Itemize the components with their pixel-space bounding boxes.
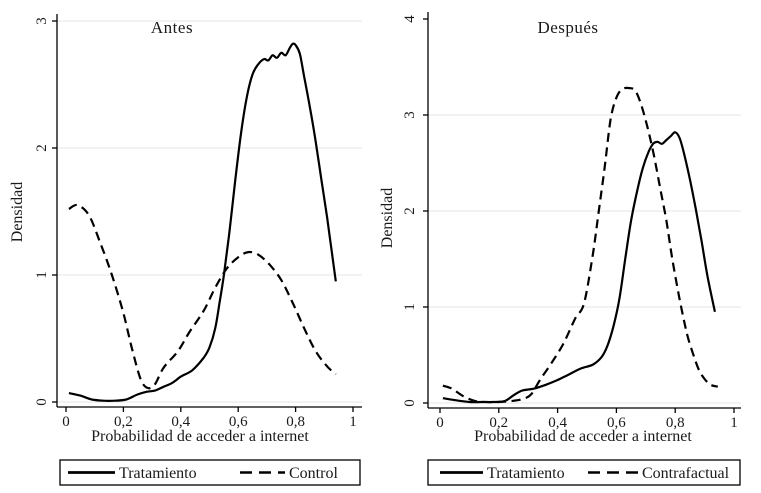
- x-tick-label: 0,8: [286, 414, 305, 430]
- antes-chart: 0 1 2 3 0 0,2 0,4 0,6 0,8 1 Antes Probabilidad de a…: [9, 14, 362, 486]
- density-curve-tratamiento: [68, 42, 337, 402]
- panel-title: Después: [537, 18, 598, 37]
- y-tick-label: 0: [34, 398, 50, 406]
- x-tick-label: 0,6: [607, 415, 626, 431]
- panel-title: Antes: [151, 18, 193, 37]
- y-tick-label: 2: [34, 144, 50, 152]
- x-axis-label: Probabilidad de acceder a internet: [474, 428, 692, 445]
- density-curve-contrafactual: [442, 86, 719, 404]
- x-tick-label: 0: [436, 415, 444, 431]
- y-tick-label: 2: [402, 207, 418, 215]
- legend-label: Contrafactual: [642, 465, 730, 482]
- y-tick-label: 3: [402, 111, 418, 119]
- x-tick-label: 1: [730, 415, 738, 431]
- y-axis-label: Densidad: [380, 188, 396, 248]
- panel-despues: 0 1 2 3 4 0 0,2 0,4 0,6 0,8 1 Después Probabilidad d…: [380, 0, 761, 493]
- legend-label: Tratamiento: [487, 465, 565, 482]
- legend-label: Control: [289, 465, 338, 482]
- density-curve-control: [68, 203, 337, 390]
- y-tick-label: 4: [402, 15, 418, 23]
- x-tick-label: 0,4: [548, 415, 567, 431]
- x-axis-label: Probabilidad de acceder a internet: [91, 428, 309, 445]
- x-tick-label: 0,8: [666, 415, 685, 431]
- x-tick-label: 0: [62, 414, 70, 430]
- panel-antes: 0 1 2 3 0 0,2 0,4 0,6 0,8 1 Antes Probabilidad de a…: [0, 0, 380, 493]
- x-tick-label: 0,4: [171, 414, 190, 430]
- y-tick-label: 0: [402, 399, 418, 407]
- density-curve-tratamiento: [442, 131, 716, 404]
- y-tick-label: 1: [34, 271, 50, 279]
- x-tick-label: 0,2: [114, 414, 133, 430]
- y-tick-label: 3: [34, 17, 50, 25]
- legend-label: Tratamiento: [119, 465, 197, 482]
- despues-chart: 0 1 2 3 4 0 0,2 0,4 0,6 0,8 1 Después Probabilidad d…: [380, 12, 741, 486]
- x-tick-label: 0,2: [489, 415, 508, 431]
- y-tick-label: 1: [402, 303, 418, 311]
- x-tick-label: 1: [349, 414, 357, 430]
- x-tick-label: 0,6: [229, 414, 248, 430]
- y-axis-label: Densidad: [9, 182, 26, 242]
